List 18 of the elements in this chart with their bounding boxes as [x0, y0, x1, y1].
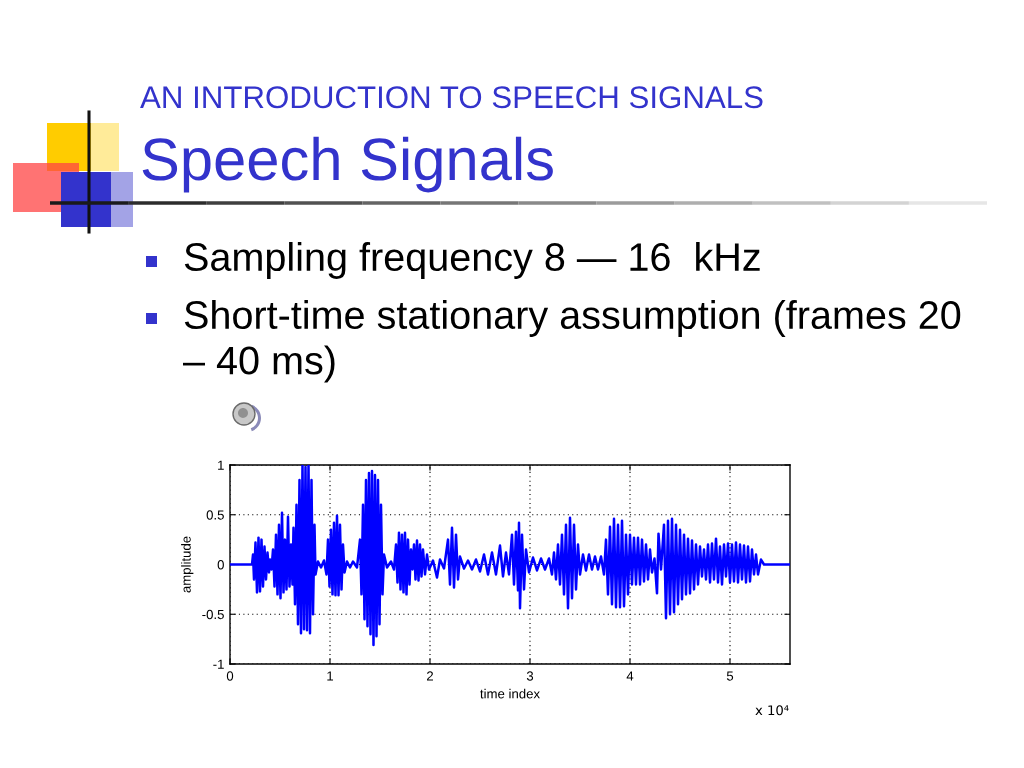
y-tick-label: 0.5: [206, 510, 224, 520]
x-tick-label: 4: [626, 671, 634, 681]
chart-subtitle: AN INTRODUCTION TO SPEECH SIGNALS: [140, 86, 763, 109]
x-tick-label: 3: [526, 671, 534, 681]
text: Short-time stationary assumption (frames 20 – 40 ms): [183, 300, 961, 383]
chart-title: Speech Signals: [142, 136, 553, 193]
y-tick-label: -0.5: [202, 609, 224, 620]
text: Sampling frequency 8 — 16 kHz: [184, 242, 760, 279]
y-axis-title: amplitude: [181, 536, 194, 593]
x-axis-title: time index: [480, 688, 540, 699]
x-tick-label: 2: [427, 671, 434, 681]
y-tick-label: 1: [218, 460, 224, 470]
x-tick-label: 1: [327, 671, 334, 681]
x-tick-label: 5: [726, 671, 734, 681]
x-tick-label: 0: [226, 671, 234, 681]
text: x 10⁴: [755, 705, 789, 716]
y-tick-label: 0: [217, 560, 224, 570]
y-tick-label: -1: [213, 659, 224, 669]
